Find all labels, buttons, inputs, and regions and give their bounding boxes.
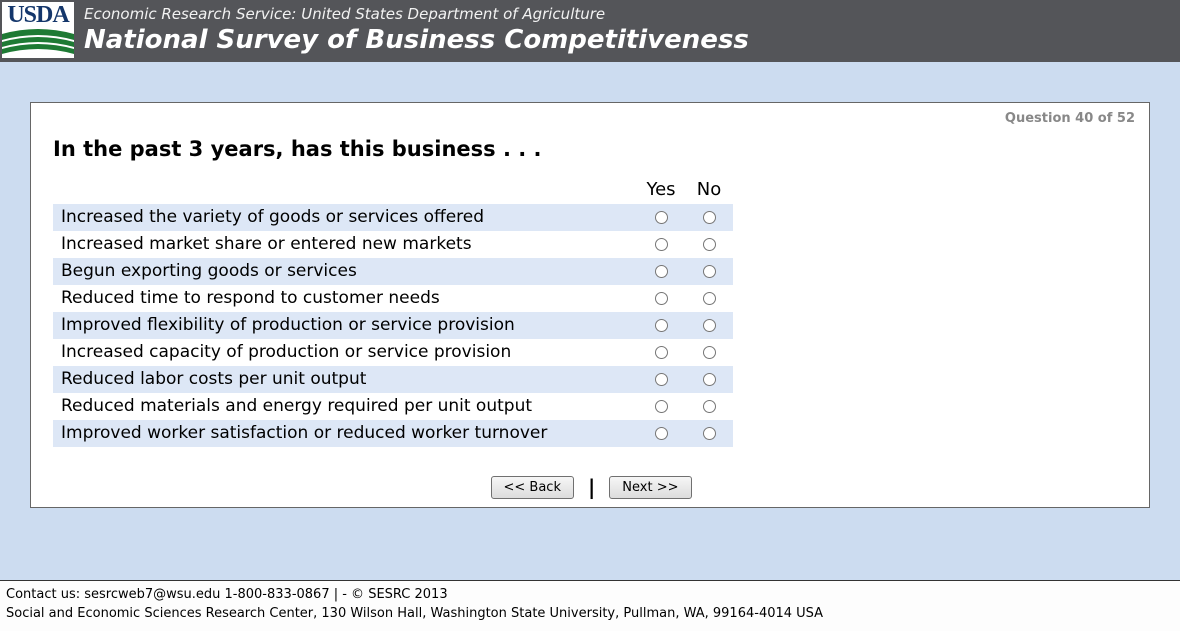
row-label: Increased capacity of production or serv… — [61, 342, 512, 362]
yes-column-header: Yes — [646, 179, 676, 200]
no-cell — [685, 427, 733, 440]
no-cell — [685, 238, 733, 251]
yes-radio[interactable] — [654, 400, 668, 413]
yes-cell — [637, 265, 685, 278]
table-row: Reduced labor costs per unit output — [53, 366, 733, 393]
yes-radio[interactable] — [654, 292, 668, 305]
no-radio[interactable] — [702, 292, 716, 305]
no-radio[interactable] — [702, 427, 716, 440]
yes-cell — [637, 319, 685, 332]
page-content: Question 40 of 52 In the past 3 years, h… — [0, 62, 1180, 580]
no-radio[interactable] — [702, 211, 716, 224]
no-cell — [685, 373, 733, 386]
no-cell — [685, 265, 733, 278]
usda-logo: USDA — [2, 2, 74, 58]
row-label: Increased market share or entered new ma… — [61, 234, 472, 254]
no-radio[interactable] — [702, 265, 716, 278]
table-header-row: Yes No — [53, 179, 733, 200]
no-column-header: No — [696, 179, 722, 200]
table-row: Improved flexibility of production or se… — [53, 312, 733, 339]
header-titles: Economic Research Service: United States… — [84, 2, 749, 56]
question-rows: Increased the variety of goods or servic… — [53, 204, 733, 447]
yes-cell — [637, 427, 685, 440]
no-radio[interactable] — [702, 373, 716, 386]
survey-title: National Survey of Business Competitiven… — [84, 25, 749, 55]
row-label: Reduced labor costs per unit output — [61, 369, 367, 389]
table-row: Increased the variety of goods or servic… — [53, 204, 733, 231]
row-label: Begun exporting goods or services — [61, 261, 357, 281]
back-button[interactable]: << Back — [490, 475, 574, 499]
next-button[interactable]: Next >> — [609, 475, 692, 499]
yes-cell — [637, 373, 685, 386]
yes-radio[interactable] — [654, 238, 668, 251]
yes-radio[interactable] — [654, 346, 668, 359]
no-cell — [685, 211, 733, 224]
footer-contact-line: Contact us: sesrcweb7@wsu.edu 1-800-833-… — [6, 587, 448, 602]
no-radio[interactable] — [702, 346, 716, 359]
yes-radio[interactable] — [654, 373, 668, 386]
agency-line: Economic Research Service: United States… — [84, 5, 606, 23]
no-radio[interactable] — [702, 319, 716, 332]
yes-radio[interactable] — [654, 265, 668, 278]
usda-leaf-icon — [2, 29, 74, 54]
question-table: Yes No Increased the variety of goods or… — [53, 179, 733, 447]
row-label: Reduced time to respond to customer need… — [61, 288, 440, 308]
question-card: Question 40 of 52 In the past 3 years, h… — [30, 102, 1150, 508]
row-label: Improved worker satisfaction or reduced … — [61, 423, 548, 443]
nav-separator: | — [587, 475, 596, 499]
no-cell — [685, 292, 733, 305]
usda-logo-text: USDA — [7, 2, 69, 28]
no-radio[interactable] — [702, 238, 716, 251]
no-cell — [685, 346, 733, 359]
yes-cell — [637, 238, 685, 251]
page-footer: Contact us: sesrcweb7@wsu.edu 1-800-833-… — [0, 580, 1180, 631]
yes-cell — [637, 292, 685, 305]
no-cell — [685, 400, 733, 413]
yes-radio[interactable] — [654, 319, 668, 332]
row-label: Reduced materials and energy required pe… — [61, 396, 533, 416]
table-row: Improved worker satisfaction or reduced … — [53, 420, 733, 447]
app-header: USDA Economic Research Service: United S… — [0, 0, 1180, 62]
table-row: Reduced materials and energy required pe… — [53, 393, 733, 420]
table-row: Reduced time to respond to customer need… — [53, 285, 733, 312]
table-row: Begun exporting goods or services — [53, 258, 733, 285]
yes-radio[interactable] — [654, 427, 668, 440]
no-radio[interactable] — [702, 400, 716, 413]
nav-buttons: << Back | Next >> — [53, 475, 1129, 499]
yes-cell — [637, 211, 685, 224]
question-progress: Question 40 of 52 — [1004, 111, 1135, 126]
row-label: Increased the variety of goods or servic… — [61, 207, 485, 227]
table-row: Increased capacity of production or serv… — [53, 339, 733, 366]
yes-cell — [637, 346, 685, 359]
footer-address-line: Social and Economic Sciences Research Ce… — [6, 606, 824, 621]
yes-cell — [637, 400, 685, 413]
row-label: Improved flexibility of production or se… — [61, 315, 515, 335]
yes-radio[interactable] — [654, 211, 668, 224]
question-title: In the past 3 years, has this business .… — [53, 137, 542, 161]
table-row: Increased market share or entered new ma… — [53, 231, 733, 258]
no-cell — [685, 319, 733, 332]
